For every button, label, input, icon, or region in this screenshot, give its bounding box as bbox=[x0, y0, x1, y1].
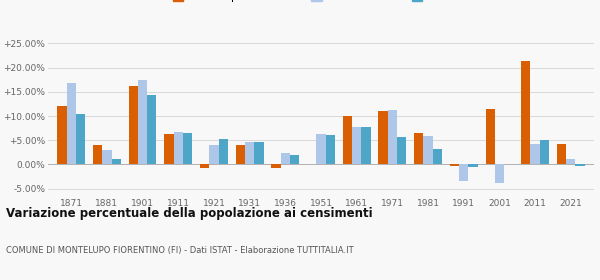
Bar bbox=[495, 164, 504, 183]
Bar bbox=[112, 159, 121, 164]
Bar bbox=[102, 150, 112, 164]
Bar bbox=[57, 106, 67, 164]
Bar bbox=[236, 145, 245, 164]
Text: Variazione percentuale della popolazione ai censimenti: Variazione percentuale della popolazione… bbox=[6, 207, 373, 220]
Bar bbox=[521, 61, 530, 164]
Bar bbox=[379, 111, 388, 164]
Bar bbox=[316, 134, 326, 164]
Bar bbox=[138, 80, 147, 164]
Bar bbox=[388, 110, 397, 164]
Bar bbox=[485, 109, 495, 164]
Bar bbox=[290, 155, 299, 164]
Bar bbox=[271, 164, 281, 168]
Bar bbox=[67, 83, 76, 164]
Bar bbox=[93, 145, 102, 164]
Bar bbox=[218, 139, 228, 164]
Bar bbox=[361, 127, 371, 164]
Bar bbox=[200, 164, 209, 168]
Bar bbox=[76, 114, 85, 164]
Bar bbox=[459, 164, 469, 181]
Bar bbox=[128, 86, 138, 164]
Bar bbox=[575, 164, 585, 166]
Bar bbox=[397, 137, 406, 164]
Bar bbox=[414, 133, 424, 164]
Bar bbox=[530, 144, 540, 164]
Legend: Montelupo Fiorentino, Provincia di FI, Toscana: Montelupo Fiorentino, Provincia di FI, T… bbox=[171, 0, 471, 4]
Bar bbox=[540, 140, 549, 164]
Bar bbox=[352, 127, 361, 164]
Bar bbox=[209, 145, 218, 164]
Bar bbox=[566, 159, 575, 164]
Bar bbox=[183, 133, 192, 164]
Bar bbox=[433, 149, 442, 164]
Bar bbox=[281, 153, 290, 164]
Bar bbox=[557, 144, 566, 164]
Bar bbox=[450, 164, 459, 166]
Bar bbox=[147, 95, 157, 164]
Bar bbox=[326, 135, 335, 164]
Text: COMUNE DI MONTELUPO FIORENTINO (FI) - Dati ISTAT - Elaborazione TUTTITALIA.IT: COMUNE DI MONTELUPO FIORENTINO (FI) - Da… bbox=[6, 246, 353, 255]
Bar bbox=[343, 116, 352, 164]
Bar bbox=[173, 132, 183, 164]
Bar bbox=[424, 136, 433, 164]
Bar bbox=[164, 134, 173, 164]
Bar bbox=[254, 142, 263, 164]
Bar bbox=[469, 164, 478, 167]
Bar bbox=[245, 142, 254, 164]
